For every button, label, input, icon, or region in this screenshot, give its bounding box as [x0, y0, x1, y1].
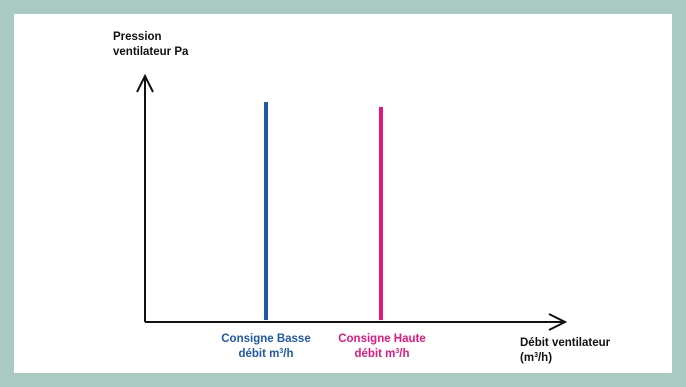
diagram-panel: [14, 14, 672, 373]
x-axis-label-line1: Débit ventilateur: [520, 337, 611, 349]
y-axis-label-line1: Pression: [113, 31, 162, 43]
low-setpoint-unit-suffix: /h: [283, 348, 294, 360]
y-axis-label-line2: ventilateur Pa: [113, 46, 189, 58]
low-setpoint-label-line2: débit m3/h: [206, 347, 326, 362]
high-setpoint-unit-prefix: débit m: [354, 348, 396, 360]
y-axis-label: Pression ventilateur Pa: [113, 30, 188, 60]
y-axis-arrow: [136, 73, 154, 93]
low-setpoint-unit-prefix: débit m: [238, 348, 280, 360]
x-axis-unit-sup: 3: [534, 352, 538, 359]
x-axis-label: Débit ventilateur (m3/h): [520, 336, 610, 366]
low-setpoint-label-line1: Consigne Basse: [221, 333, 311, 345]
high-setpoint-label: Consigne Haute débit m3/h: [322, 332, 442, 362]
x-axis-arrow: [548, 313, 568, 331]
high-setpoint-unit-sup: 3: [395, 348, 400, 355]
high-setpoint-label-line1: Consigne Haute: [338, 333, 426, 345]
low-setpoint-label: Consigne Basse débit m3/h: [206, 332, 326, 362]
x-axis-unit-prefix: (m: [520, 352, 535, 364]
high-setpoint-label-line2: débit m3/h: [322, 347, 442, 362]
low-setpoint-unit-sup: 3: [279, 348, 284, 355]
high-setpoint-unit-suffix: /h: [399, 348, 410, 360]
x-axis-unit-suffix: /h): [537, 352, 553, 364]
x-axis-label-line2: (m3/h): [520, 351, 610, 366]
